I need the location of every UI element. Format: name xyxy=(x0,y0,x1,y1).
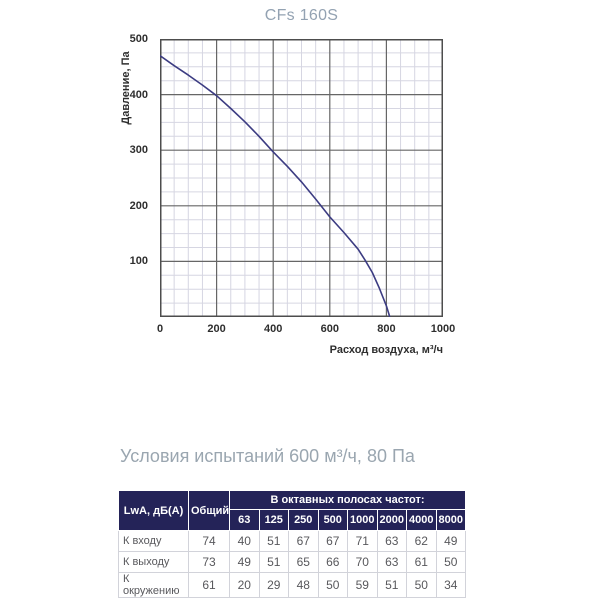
y-tick-label: 300 xyxy=(129,144,148,157)
header-frequency: 250 xyxy=(288,509,319,531)
table-cell: 20 xyxy=(229,572,260,598)
table-cell: 70 xyxy=(347,551,378,573)
table-cell: 29 xyxy=(258,572,289,598)
header-frequency: 8000 xyxy=(435,509,466,531)
header-frequency: 500 xyxy=(317,509,348,531)
table-cell: 63 xyxy=(376,530,407,552)
fan-curve-line xyxy=(160,55,391,317)
row-label: К входу xyxy=(118,530,189,552)
x-tick-label: 600 xyxy=(320,323,339,335)
header-frequency: 2000 xyxy=(376,509,407,531)
row-total: 74 xyxy=(188,530,230,552)
table-cell: 71 xyxy=(347,530,378,552)
table-cell: 67 xyxy=(317,530,348,552)
test-conditions-text: Условия испытаний 600 м³/ч, 80 Па xyxy=(120,446,415,466)
x-tick-label: 0 xyxy=(156,323,164,335)
table-cell: 49 xyxy=(435,530,466,552)
header-frequency: 1000 xyxy=(347,509,378,531)
plot-border xyxy=(160,39,443,317)
table-cell: 49 xyxy=(229,551,260,573)
y-tick-label: 400 xyxy=(129,88,148,101)
table-cell: 51 xyxy=(258,551,289,573)
y-tick-label: 200 xyxy=(129,199,148,212)
header-frequency: 125 xyxy=(258,509,289,531)
table-cell: 50 xyxy=(406,572,437,598)
y-tick-label: 100 xyxy=(129,255,148,268)
table-row: К окружению 61 20 29 48 50 59 51 50 34 xyxy=(118,572,466,598)
table-cell: 50 xyxy=(317,572,348,598)
header-lwa: LwA, дБ(А) xyxy=(118,490,189,531)
table-cell: 59 xyxy=(347,572,378,598)
x-tick-label: 800 xyxy=(377,323,396,335)
row-total: 61 xyxy=(188,572,230,598)
x-tick-label: 400 xyxy=(264,323,283,335)
x-tick-label: 1000 xyxy=(430,323,456,335)
header-octave-bands: В октавных полосах частот: xyxy=(229,490,466,510)
table-cell: 67 xyxy=(288,530,319,552)
table-cell: 40 xyxy=(229,530,260,552)
header-total: Общий xyxy=(188,490,230,531)
table-cell: 63 xyxy=(376,551,407,573)
fan-curve-plot xyxy=(160,39,443,317)
table-cell: 65 xyxy=(288,551,319,573)
table-row: К выходу 73 49 51 65 66 70 63 61 50 xyxy=(118,551,466,573)
x-axis-title: Расход воздуха, м³/ч xyxy=(329,344,443,356)
table-cell: 48 xyxy=(288,572,319,598)
y-tick-label: 500 xyxy=(129,33,148,45)
x-tick-label: 200 xyxy=(207,323,226,335)
table-row: К входу 74 40 51 67 67 71 63 62 49 xyxy=(118,530,466,552)
table-cell: 50 xyxy=(435,551,466,573)
table-cell: 51 xyxy=(376,572,407,598)
table-cell: 34 xyxy=(435,572,466,598)
table-cell: 66 xyxy=(317,551,348,573)
table-cell: 61 xyxy=(406,551,437,573)
row-label: К выходу xyxy=(118,551,189,573)
table-cell: 62 xyxy=(406,530,437,552)
noise-table: LwA, дБ(А) Общий В октавных полосах частот… xyxy=(118,490,466,598)
table-cell: 51 xyxy=(258,530,289,552)
chart-title: CFs 160S xyxy=(264,7,339,24)
header-frequency: 63 xyxy=(229,509,260,531)
header-frequency: 4000 xyxy=(406,509,437,531)
row-total: 73 xyxy=(188,551,230,573)
row-label: К окружению xyxy=(118,572,189,598)
